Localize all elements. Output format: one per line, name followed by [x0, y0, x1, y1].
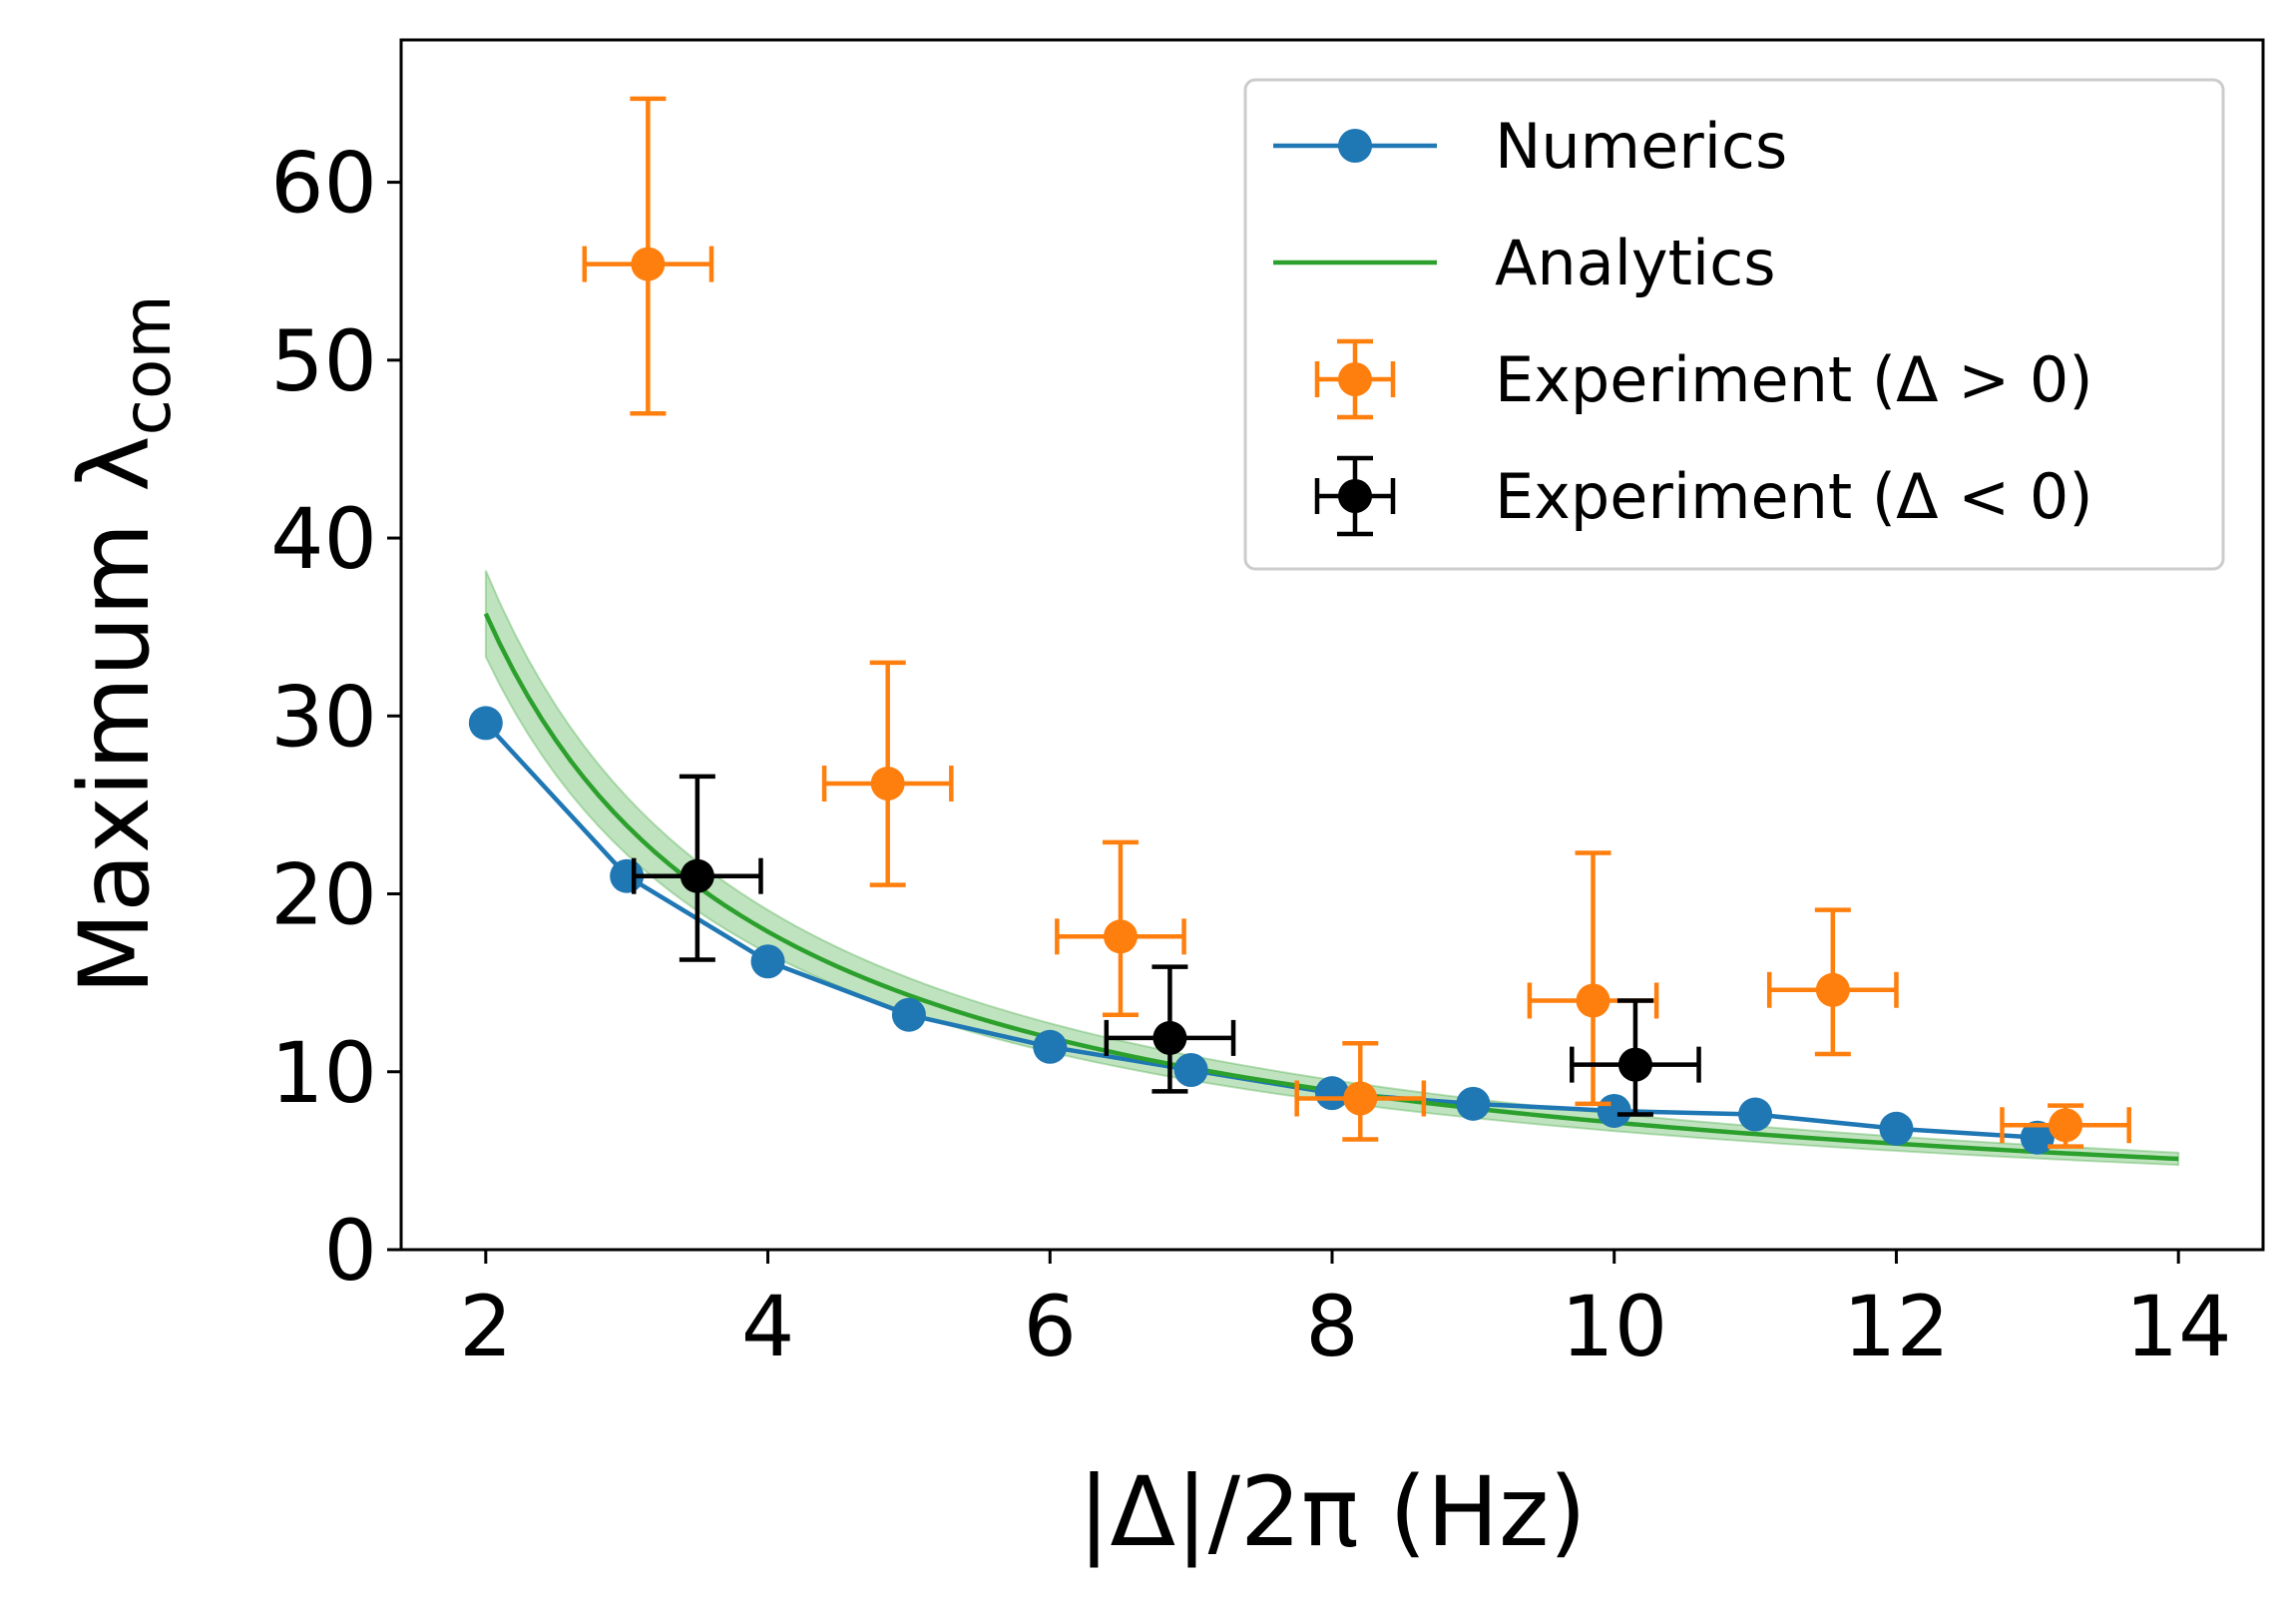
x-axis-label: |Δ|/2π (Hz)	[1078, 1456, 1587, 1569]
x-tick-label-4: 4	[741, 1278, 794, 1375]
numerics-point-0	[468, 706, 503, 741]
experiment-0-group	[582, 96, 2131, 1149]
legend-label-experiment-0: Experiment (Δ > 0)	[1495, 343, 2093, 416]
experiment-0-point-2	[1103, 919, 1138, 954]
experiment-0-point-0	[631, 247, 666, 281]
numerics-point-8	[1597, 1093, 1631, 1128]
numerics-point-5	[1173, 1052, 1208, 1087]
marker-layer	[468, 96, 2131, 1155]
numerics-point-11	[2020, 1120, 2055, 1155]
x-tick-label-6: 6	[1024, 1278, 1077, 1375]
numerics-point-3	[891, 997, 926, 1032]
y-axis-label-subscript: com	[109, 294, 186, 435]
y-tick-label-50: 50	[270, 312, 377, 410]
x-tick-label-2: 2	[459, 1278, 512, 1375]
legend-handle-marker-experiment-0	[1338, 362, 1372, 396]
experiment-0-point-1	[1152, 1020, 1187, 1055]
y-tick-label-10: 10	[270, 1024, 377, 1122]
legend-label-numerics: Numerics	[1495, 110, 1787, 183]
x-tick-label-12: 12	[1843, 1278, 1950, 1375]
legend-handle-marker-experiment-0	[1338, 479, 1372, 513]
numerics-point-9	[1738, 1097, 1773, 1132]
experiment-0-group	[632, 774, 1701, 1117]
numerics-point-6	[1315, 1076, 1349, 1111]
experiment-0-point-2	[1617, 1047, 1652, 1082]
y-tick-label-40: 40	[270, 490, 377, 588]
y-axis-label-main: Maximum λ	[59, 435, 171, 994]
y-tick-label-30: 30	[270, 668, 377, 766]
experiment-0-point-5	[1815, 972, 1850, 1007]
y-tick-label-20: 20	[270, 846, 377, 944]
x-tick-label-8: 8	[1305, 1278, 1358, 1375]
analytics-band-layer	[484, 570, 2180, 1167]
experiment-0-point-4	[1576, 983, 1610, 1018]
legend: Numerics Analytics Experiment (Δ > 0) Exper…	[1243, 78, 2225, 571]
legend-box	[1243, 78, 2225, 571]
experiment-0-point-3	[1343, 1081, 1378, 1116]
y-tick-label-60: 60	[270, 135, 377, 233]
y-tick-label-0: 0	[324, 1202, 377, 1300]
experiment-0-point-6	[2049, 1108, 2083, 1143]
x-tick-label-10: 10	[1561, 1278, 1667, 1375]
analytics-confidence-band	[484, 570, 2180, 1167]
experiment-0-point-0	[680, 858, 714, 893]
numerics-point-2	[750, 944, 785, 979]
numerics-point-7	[1456, 1086, 1491, 1121]
x-tick-label-14: 14	[2125, 1278, 2232, 1375]
legend-handle-marker-numerics	[1338, 129, 1372, 163]
legend-label-experiment-0: Experiment (Δ < 0)	[1495, 460, 2093, 533]
numerics-point-10	[1879, 1111, 1914, 1146]
legend-label-analytics: Analytics	[1495, 227, 1776, 299]
numerics-point-4	[1033, 1029, 1068, 1064]
axis-layer: 2 4 6 8 10 12 14 0 10 20 30 40 50 60	[270, 135, 2232, 1375]
y-axis-label: Maximum λcom	[59, 294, 186, 994]
experiment-0-point-1	[870, 767, 905, 802]
